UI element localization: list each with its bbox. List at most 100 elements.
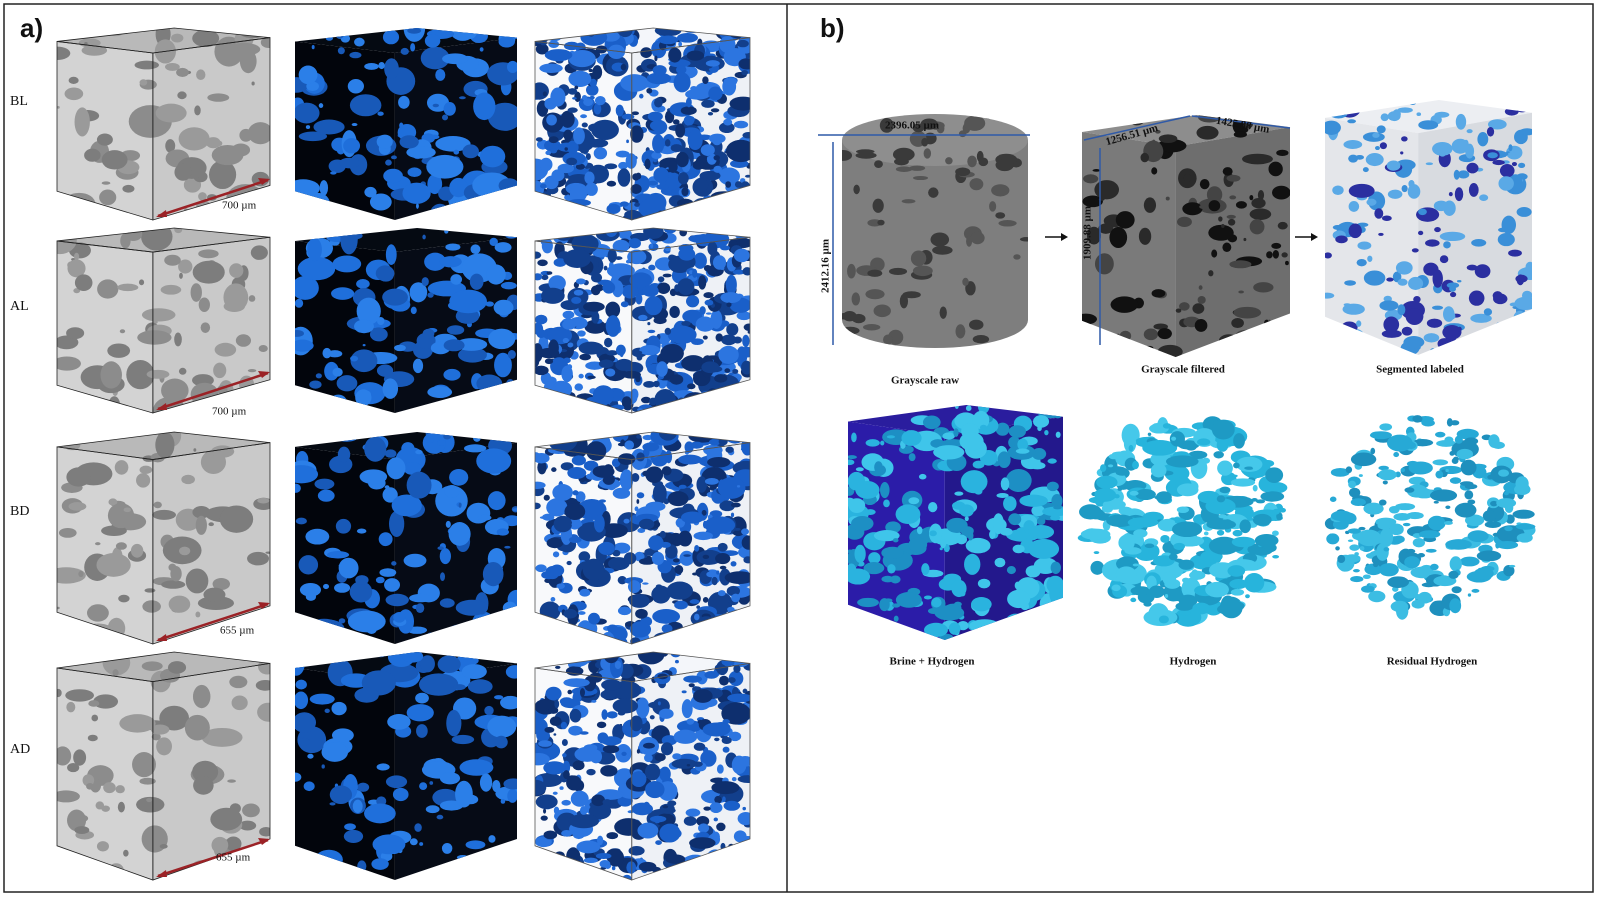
pore: [617, 168, 631, 187]
pore: [1434, 143, 1449, 153]
pore: [57, 567, 86, 584]
pore: [1337, 554, 1346, 564]
pore: [330, 171, 337, 175]
pore: [691, 198, 713, 219]
pore: [469, 273, 484, 290]
pore: [1408, 461, 1433, 475]
pore: [555, 857, 560, 862]
pore: [1450, 420, 1460, 426]
pore: [863, 324, 881, 331]
pore: [535, 502, 541, 510]
pore: [1389, 523, 1404, 536]
pore: [1253, 282, 1274, 293]
pore: [1445, 539, 1472, 550]
pore: [680, 511, 705, 524]
pore: [562, 319, 577, 330]
pore: [734, 181, 743, 188]
pore: [176, 67, 189, 78]
pore: [678, 41, 683, 47]
pore: [636, 492, 645, 499]
pore: [1408, 276, 1424, 290]
pore: [535, 392, 550, 405]
pore: [1387, 576, 1409, 588]
pore: [203, 587, 226, 602]
pore: [1450, 291, 1457, 298]
cube-face: [152, 442, 270, 644]
pore: [107, 343, 131, 358]
pore: [899, 293, 909, 309]
pore: [448, 403, 471, 413]
pore: [962, 277, 969, 286]
pore: [863, 562, 885, 575]
pore: [1249, 194, 1254, 201]
cube-face: [535, 28, 750, 53]
pore: [873, 304, 891, 318]
pore: [1370, 447, 1376, 455]
caption: Segmented labeled: [1376, 364, 1464, 376]
pore: [995, 422, 1010, 436]
pore: [571, 233, 599, 254]
pore: [1092, 169, 1101, 172]
pore: [1507, 152, 1516, 156]
pore: [995, 212, 1006, 219]
pore: [259, 212, 270, 220]
pore: [730, 512, 735, 518]
pore: [1358, 474, 1363, 477]
pore: [570, 790, 589, 807]
pore: [1142, 439, 1178, 456]
pore: [537, 259, 548, 267]
pore: [391, 561, 397, 566]
caption: Grayscale raw: [891, 375, 959, 387]
pore: [614, 818, 643, 836]
pore: [1425, 162, 1434, 166]
pore: [1328, 533, 1334, 539]
pore: [566, 140, 579, 154]
pore: [177, 91, 187, 100]
pore: [1348, 223, 1362, 239]
pore: [1231, 536, 1256, 548]
pore: [721, 399, 735, 410]
pore: [569, 708, 582, 723]
pore: [956, 534, 968, 545]
pore: [57, 688, 62, 698]
pore: [406, 704, 434, 722]
pore: [108, 498, 118, 506]
pore: [1476, 550, 1502, 562]
pore: [544, 578, 552, 584]
pore: [611, 275, 618, 280]
pore: [585, 84, 599, 96]
pore: [556, 652, 566, 659]
pore: [929, 530, 937, 537]
pore: [384, 485, 390, 489]
pore: [1473, 347, 1484, 355]
pore: [548, 275, 566, 291]
pore: [539, 157, 553, 172]
pore: [1486, 126, 1495, 137]
pore: [629, 621, 652, 638]
pore: [1426, 318, 1443, 328]
pore: [179, 546, 191, 556]
pore: [699, 306, 706, 315]
pore: [1021, 617, 1034, 627]
pore: [435, 68, 446, 81]
pore: [685, 213, 709, 220]
pore: [589, 78, 597, 87]
pore: [535, 43, 549, 55]
pore: [677, 172, 689, 185]
pore: [382, 288, 408, 306]
pore: [1379, 142, 1387, 150]
pore: [295, 339, 314, 352]
pore: [686, 295, 700, 308]
pore: [311, 619, 345, 639]
pore: [1244, 573, 1265, 593]
pore: [1251, 198, 1266, 209]
pore: [1514, 323, 1521, 332]
pore: [688, 683, 695, 688]
pore: [1158, 615, 1169, 624]
pore: [67, 261, 77, 269]
pore: [1395, 471, 1401, 478]
pore: [314, 478, 335, 490]
pore: [695, 868, 701, 874]
pore: [686, 763, 691, 767]
pore: [1387, 111, 1401, 122]
